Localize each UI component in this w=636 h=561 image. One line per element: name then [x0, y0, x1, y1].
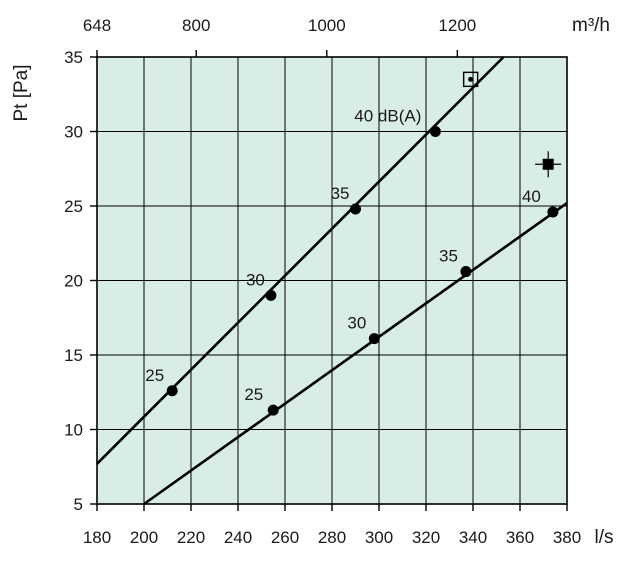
y-tick-label: 30 — [64, 123, 83, 142]
x-tick-label: 260 — [271, 528, 299, 547]
x-tick-label: 200 — [130, 528, 158, 547]
x-axis-label: l/s — [595, 527, 614, 548]
x-tick-label: 180 — [83, 528, 111, 547]
y-tick-label: 20 — [64, 272, 83, 291]
y-tick-label: 15 — [64, 346, 83, 365]
data-point — [265, 290, 276, 301]
data-point — [268, 405, 279, 416]
x-top-tick-label: 648 — [83, 16, 111, 35]
y-axis-label: Pt [Pa] — [11, 64, 32, 121]
point-label: 30 — [246, 270, 265, 289]
point-label: 30 — [347, 314, 366, 333]
point-label: 25 — [244, 385, 263, 404]
x-top-tick-label: 1000 — [308, 16, 346, 35]
x-tick-label: 360 — [506, 528, 534, 547]
x-tick-label: 280 — [318, 528, 346, 547]
point-label: 40 — [522, 187, 541, 206]
point-label: 25 — [145, 366, 164, 385]
point-label: 35 — [439, 247, 458, 266]
x-tick-label: 220 — [177, 528, 205, 547]
x-tick-label: 300 — [365, 528, 393, 547]
point-label: 40 dB(A) — [354, 107, 421, 126]
data-point — [430, 126, 441, 137]
data-point — [350, 203, 361, 214]
y-tick-label: 25 — [64, 197, 83, 216]
x-tick-label: 240 — [224, 528, 252, 547]
data-point — [167, 385, 178, 396]
data-point — [460, 266, 471, 277]
icon-dot — [468, 77, 473, 82]
x-tick-label: 340 — [459, 528, 487, 547]
icon-square — [543, 159, 554, 170]
data-point — [547, 206, 558, 217]
data-point — [369, 333, 380, 344]
y-tick-label: 35 — [64, 48, 83, 67]
y-tick-label: 5 — [74, 495, 83, 514]
point-label: 35 — [331, 184, 350, 203]
y-tick-label: 10 — [64, 421, 83, 440]
x-top-tick-label: 800 — [182, 16, 210, 35]
x-tick-label: 320 — [412, 528, 440, 547]
x-top-tick-label: 1200 — [438, 16, 476, 35]
x-top-axis-label: m³/h — [572, 15, 610, 36]
x-tick-label: 380 — [553, 528, 581, 547]
